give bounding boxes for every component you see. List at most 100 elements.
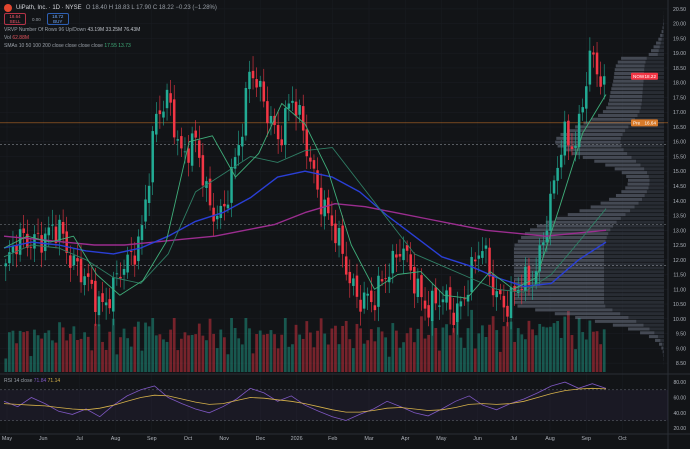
candle-body <box>391 250 395 274</box>
candle-body <box>230 167 233 203</box>
volume-profile-bar-down <box>639 110 664 114</box>
candle-body <box>438 305 441 307</box>
candle-body <box>395 254 398 258</box>
volume-bar <box>534 335 538 372</box>
candle-body <box>158 110 162 115</box>
volume-profile-bar-up <box>514 285 604 289</box>
sma-legend[interactable]: SMAs 10 50 100 200 close close close clo… <box>4 43 131 49</box>
volume-profile-bar-down <box>663 30 664 34</box>
volume-profile-bar-up <box>572 152 628 156</box>
candle-body <box>473 259 477 262</box>
time-axis-tick-label: May <box>2 436 12 442</box>
candle-body <box>592 52 595 55</box>
volume-bar <box>201 335 205 372</box>
volume-profile-bar-up <box>514 247 604 251</box>
candle-body <box>574 145 577 148</box>
volume-bar <box>111 318 115 372</box>
candle-body <box>398 253 402 257</box>
volume-bar <box>205 340 208 372</box>
volume-profile-bar-up <box>557 144 622 148</box>
volume-bar <box>409 327 413 372</box>
candle-body <box>420 275 423 298</box>
volume-profile-bar-down <box>606 235 664 239</box>
candle-body <box>448 287 452 310</box>
volume-profile-bar-up <box>514 300 604 304</box>
volume-profile-bar-down <box>631 155 664 159</box>
candle-body <box>602 76 606 85</box>
volume-profile-bar-up <box>514 270 604 274</box>
volume-bar <box>115 354 119 372</box>
volume-bar <box>559 337 563 372</box>
volume-profile-bar-down <box>645 60 664 64</box>
candle-body <box>115 273 119 275</box>
volume-bar <box>326 344 330 372</box>
volume-bar <box>402 342 405 372</box>
candle-body <box>441 299 445 303</box>
volume-profile-bar-down <box>625 129 664 133</box>
sma-label: SMAs 10 50 100 200 close close close clo… <box>4 43 103 49</box>
candle-body <box>262 81 266 102</box>
volume-profile-bar-up <box>521 235 607 239</box>
volume-profile-bar-down <box>643 79 664 83</box>
volume-profile-bar-up <box>626 174 649 178</box>
candle-body <box>434 287 438 304</box>
volume-bar <box>552 323 556 372</box>
price-axis-tick-label: 13.00 <box>673 228 686 234</box>
candle-body <box>215 215 219 220</box>
volume-profile-bar-up <box>575 316 629 320</box>
volume-bar <box>556 320 560 372</box>
volume-profile-bar-up <box>514 277 604 281</box>
candle-body <box>4 263 8 267</box>
candle-body <box>183 151 187 153</box>
vol-value: 62.88M <box>12 35 30 41</box>
volume-profile-bar-down <box>604 255 664 259</box>
volume-legend[interactable]: Vol 62.88M <box>4 35 29 41</box>
volume-bar <box>119 337 122 372</box>
time-axis-tick-label: Apr <box>401 436 410 442</box>
volume-bar <box>330 328 334 372</box>
time-axis-tick-label: Nov <box>219 436 229 442</box>
rsi-ma-line <box>3 387 607 413</box>
volume-profile-bar-down <box>654 331 664 335</box>
candle-body <box>366 293 369 296</box>
time-axis-tick-label: Jun <box>39 436 48 442</box>
volume-profile-bar-down <box>628 125 664 129</box>
volume-profile-bar-up <box>535 308 613 312</box>
volume-profile-bar-up <box>514 281 604 285</box>
volume-bar <box>513 341 517 372</box>
rsi-legend[interactable]: RSI 14 close 71.84 71.14 <box>4 378 60 384</box>
volume-bar <box>316 330 319 372</box>
candle-body <box>585 86 588 109</box>
volume-bar <box>373 341 377 372</box>
volume-profile-bar-down <box>641 102 664 106</box>
candle-body <box>499 289 502 295</box>
symbol-title[interactable]: UiPath, Inc. · 1D · NYSE <box>16 4 82 11</box>
time-axis-tick-label: Sep <box>147 436 157 442</box>
volume-bar <box>287 346 291 372</box>
candle-body <box>502 295 506 308</box>
buy-button[interactable]: 18.72 BUY <box>46 13 69 25</box>
candle-body <box>538 245 541 272</box>
volume-profile-bar-down <box>646 190 664 194</box>
candle-body <box>172 99 176 138</box>
candle-body <box>101 293 104 302</box>
volume-profile-bar-up <box>621 56 647 60</box>
vrvp-legend[interactable]: VRVP Number Of Rows 96 Up/Down 43.19M 33… <box>4 27 140 33</box>
candle-body <box>190 133 194 166</box>
candle-body <box>248 71 251 90</box>
volume-profile-bar-up <box>613 75 644 79</box>
candle-body <box>463 298 466 300</box>
volume-bar <box>144 322 147 372</box>
candle-body <box>255 79 258 88</box>
candle-body <box>198 140 201 158</box>
volume-profile-bar-down <box>643 83 664 87</box>
candle-body <box>79 258 83 283</box>
sell-button[interactable]: 18.64 SELL <box>4 13 26 25</box>
volume-profile-bar-up <box>517 304 606 308</box>
candle-body <box>556 167 559 181</box>
volume-profile-bar-up <box>605 163 641 167</box>
volume-profile-bar-down <box>661 37 664 41</box>
volume-profile-bar-up <box>621 190 647 194</box>
candle-body <box>305 129 309 157</box>
